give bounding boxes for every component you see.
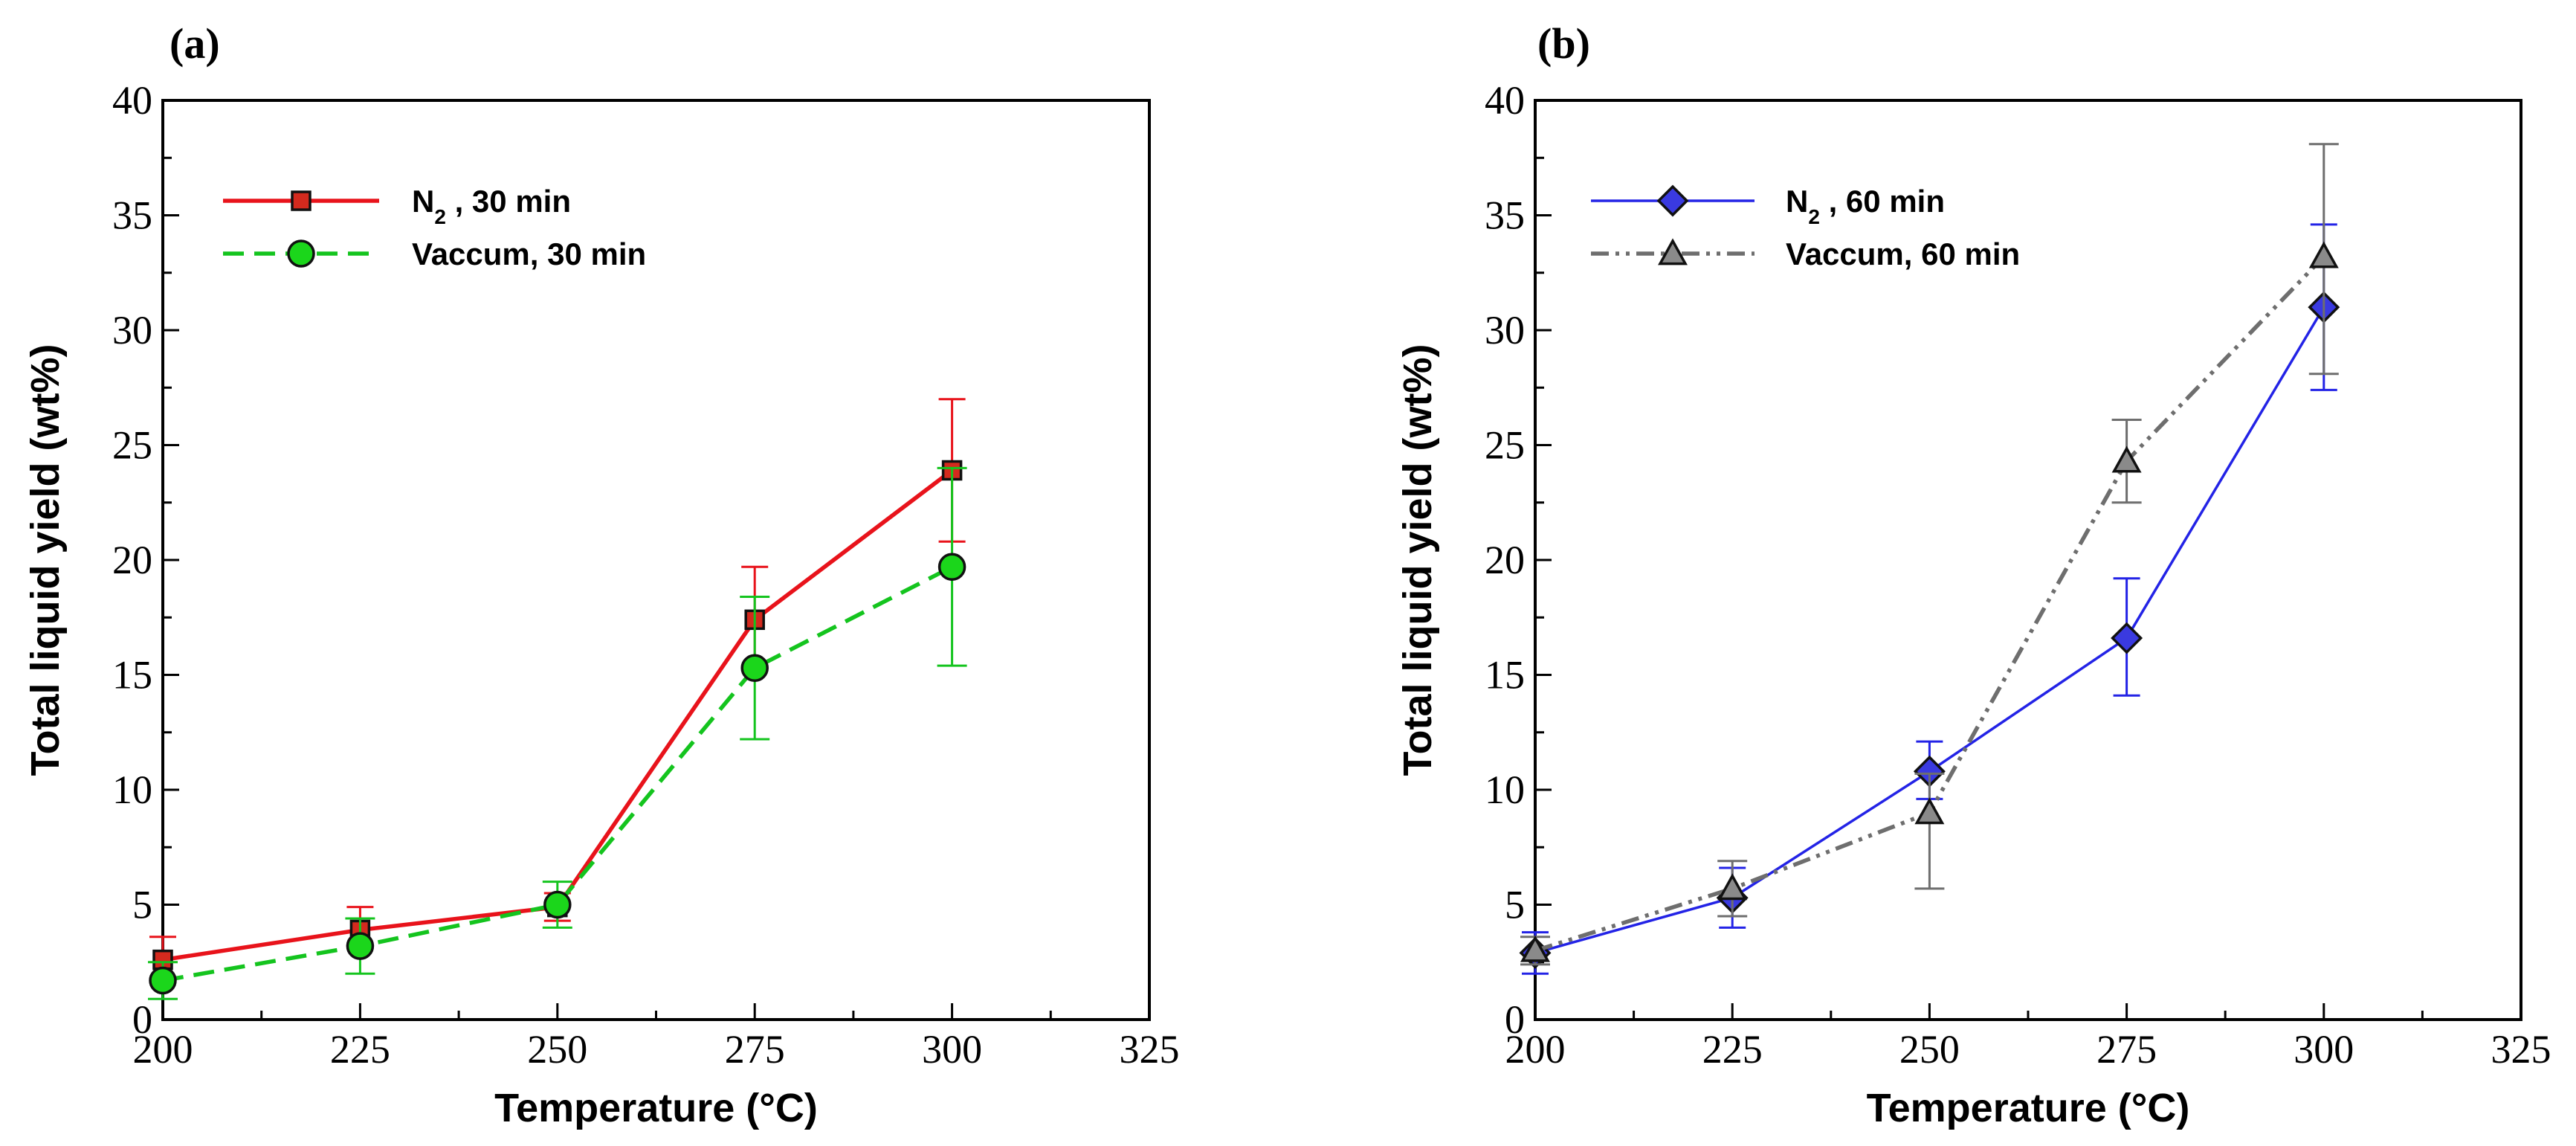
y-tick-label: 15 xyxy=(112,653,152,698)
legend-label: Vaccum, 60 min xyxy=(1786,236,2020,271)
y-tick-label: 30 xyxy=(112,308,152,353)
y-tick-label: 25 xyxy=(112,423,152,468)
data-point-marker xyxy=(346,932,375,960)
x-tick-label: 325 xyxy=(1120,1027,1180,1072)
x-axis-title: Temperature (°C) xyxy=(1867,1086,2190,1130)
series-2 xyxy=(1520,143,2339,966)
data-point-marker xyxy=(2111,622,2143,654)
legend-entry: Vaccum, 60 min xyxy=(1591,236,2020,271)
data-point-marker xyxy=(1717,873,1748,901)
x-tick-label: 250 xyxy=(527,1027,587,1072)
legend-entry: Vaccum, 30 min xyxy=(223,236,646,271)
x-tick-label: 200 xyxy=(133,1027,193,1072)
y-axis-title: Total liquid yield (wt%) xyxy=(23,344,68,776)
y-tick-label: 20 xyxy=(112,538,152,582)
y-tick-label: 35 xyxy=(112,193,152,238)
legend-label: N2 , 60 min xyxy=(1786,184,1945,228)
y-tick-label: 10 xyxy=(112,767,152,812)
legend-marker xyxy=(1656,184,1689,217)
y-tick-label: 20 xyxy=(1485,538,1525,582)
x-axis-title: Temperature (°C) xyxy=(494,1086,818,1130)
legend-entry: N2 , 60 min xyxy=(1591,184,1945,228)
legend-marker xyxy=(287,239,315,268)
y-axis-title: Total liquid yield (wt%) xyxy=(1395,344,1440,776)
data-point-marker xyxy=(937,553,966,582)
chart-panel-b: (b) 200 225 250 275 300 325 0 5 10 15 20 25 30 35 40 Tem… xyxy=(1395,19,2551,1130)
legend-entry: N2 , 30 min xyxy=(223,184,571,228)
legend-marker xyxy=(291,190,311,211)
data-point-marker xyxy=(740,654,769,682)
x-tick-label: 225 xyxy=(1702,1027,1763,1072)
data-point-marker xyxy=(543,890,572,919)
y-tick-label: 15 xyxy=(1485,653,1525,698)
x-tick-label: 300 xyxy=(922,1027,982,1072)
x-tick-label: 325 xyxy=(2491,1027,2551,1072)
y-tick-label: 0 xyxy=(1505,997,1525,1042)
data-point-marker xyxy=(1914,797,1945,825)
chart-panel-a: (a) 200 225 250 275 300 325 0 5 10 15 20 25 30 35 40 Tem… xyxy=(23,19,1180,1130)
plot-frame xyxy=(1534,99,2522,1021)
series-line xyxy=(162,564,953,983)
legend-label: Vaccum, 30 min xyxy=(412,236,646,271)
data-point-marker xyxy=(149,966,177,995)
panel-label: (b) xyxy=(1537,19,1590,68)
x-tick-label: 225 xyxy=(330,1027,390,1072)
y-tick-label: 25 xyxy=(1485,423,1525,468)
data-point-marker xyxy=(2308,241,2339,268)
x-tick-label: 250 xyxy=(1899,1027,1960,1072)
x-tick-label: 200 xyxy=(1505,1027,1566,1072)
x-tick-label: 275 xyxy=(2096,1027,2157,1072)
series-2 xyxy=(148,466,967,1000)
data-point-marker xyxy=(2111,445,2142,473)
panel-label: (a) xyxy=(170,19,220,68)
x-tick-label: 300 xyxy=(2293,1027,2354,1072)
y-tick-label: 40 xyxy=(1485,78,1525,123)
y-tick-label: 30 xyxy=(1485,308,1525,353)
legend-label: N2 , 30 min xyxy=(412,184,571,228)
x-tick-label: 275 xyxy=(725,1027,785,1072)
y-tick-label: 10 xyxy=(1485,767,1525,812)
legend-marker xyxy=(1658,238,1688,265)
y-tick-label: 0 xyxy=(132,997,152,1042)
data-point-marker xyxy=(1520,935,1550,962)
plot-frame xyxy=(161,99,1151,1021)
y-tick-label: 40 xyxy=(112,78,152,123)
y-tick-label: 5 xyxy=(132,883,152,927)
y-tick-label: 35 xyxy=(1485,193,1525,238)
y-tick-label: 5 xyxy=(1505,883,1525,927)
